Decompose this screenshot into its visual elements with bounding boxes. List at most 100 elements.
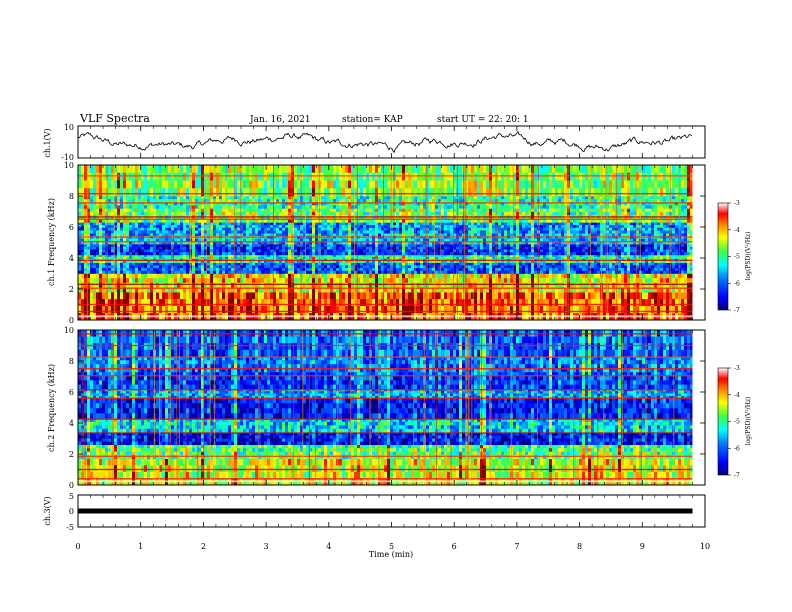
spectrogram-cell [240, 208, 243, 213]
spectrogram-cell [267, 227, 270, 231]
spectrogram-cell [114, 244, 117, 248]
spectrogram-cell [153, 256, 156, 260]
spectrogram-cell [312, 287, 315, 293]
spectrogram-cell [420, 306, 423, 314]
spectrogram-cell [435, 199, 438, 203]
spectrogram-cell [237, 230, 240, 234]
spectrogram-cell [396, 218, 399, 223]
spectrogram-cell [195, 299, 198, 307]
spectrogram-cell [144, 265, 147, 269]
spectrogram-cell [192, 256, 195, 260]
spectrogram-cell [258, 233, 261, 237]
spectrogram-cell [264, 205, 267, 209]
spectrogram-cell [249, 233, 252, 237]
spectrogram-cell [96, 230, 99, 234]
spectrogram-cell [210, 273, 213, 279]
spectrogram-cell [357, 218, 360, 223]
spectrogram-cell [306, 306, 309, 314]
spectrogram-cell [219, 227, 222, 231]
spectrogram-cell [141, 208, 144, 213]
spectrogram-cell [375, 208, 378, 213]
spectrogram-cell [120, 249, 123, 253]
spectrogram-cell [270, 222, 273, 226]
spectrogram-cell [108, 254, 111, 258]
spectrogram-cell [111, 218, 114, 223]
spectrogram-cell [387, 230, 390, 234]
spectrogram-cell [420, 208, 423, 213]
spectrogram-cell [432, 292, 435, 300]
spectrogram-cell [279, 268, 282, 272]
spectrogram-cell [210, 278, 213, 284]
spectrogram-cell [336, 205, 339, 209]
spectrogram-cell [252, 241, 255, 245]
spectrogram-cell [252, 306, 255, 314]
spectrogram-cell [99, 268, 102, 272]
spectrogram-cell [231, 196, 234, 200]
spectrogram-cell [348, 230, 351, 234]
spectrogram-cell [315, 249, 318, 253]
spectrogram-cell [132, 222, 135, 226]
spectrogram-cell [366, 265, 369, 269]
spectrogram-cell [174, 246, 177, 250]
spectrogram-cell [150, 299, 153, 307]
spectrogram-cell [99, 180, 102, 189]
spectrogram-cell [330, 260, 333, 263]
spectrogram-cell [123, 249, 126, 253]
spectrogram-cell [417, 205, 420, 209]
spectrogram-cell [267, 218, 270, 223]
spectrogram-cell [78, 202, 81, 206]
spectrogram-cell [159, 241, 162, 245]
spectrogram-cell [372, 270, 375, 274]
spectrogram-cell [150, 287, 153, 293]
spectrogram-cell [78, 211, 81, 216]
spectrogram-cell [81, 238, 84, 242]
spectrogram-cell [273, 202, 276, 206]
spectrogram-cell [135, 306, 138, 314]
spectrogram-cell [267, 172, 270, 181]
spectrogram-cell [144, 278, 147, 284]
spectrogram-cell [150, 241, 153, 245]
spectrogram-cell [216, 244, 219, 248]
spectrogram-cell [147, 241, 150, 245]
spectrogram-cell [321, 244, 324, 248]
spectrogram-cell [435, 249, 438, 253]
spectrogram-cell [282, 249, 285, 253]
spectrogram-cell [399, 292, 402, 300]
spectrogram-cell [411, 172, 414, 181]
spectrogram-cell [405, 180, 408, 189]
spectrogram-cell [369, 188, 372, 197]
spectrogram-cell [126, 244, 129, 248]
spectrogram-cell [321, 165, 324, 174]
spectrogram-cell [222, 292, 225, 300]
spectrogram-cell [252, 211, 255, 216]
spectrogram-cell [264, 268, 267, 272]
spectrogram-cell [156, 165, 159, 174]
spectrogram-cell [399, 299, 402, 307]
spectrogram-cell [78, 222, 81, 226]
spectrogram-cell [432, 244, 435, 248]
spectrogram-cell [354, 227, 357, 231]
spectrogram-cell [105, 199, 108, 203]
spectrogram-cell [396, 180, 399, 189]
spectrogram-cell [219, 249, 222, 253]
spectrogram-cell [225, 260, 228, 263]
spectrogram-cell [129, 244, 132, 248]
spectrogram-cell [435, 225, 438, 229]
spectrogram-cell [177, 218, 180, 223]
spectrogram-cell [312, 252, 315, 256]
spectrogram-cell [306, 180, 309, 189]
spectrogram-cell [120, 299, 123, 307]
spectrogram-cell [282, 252, 285, 256]
spectrogram-cell [321, 292, 324, 300]
spectrogram-cell [204, 270, 207, 274]
spectrogram-cell [408, 273, 411, 279]
spectrogram-cell [354, 199, 357, 203]
spectrogram-cell [327, 282, 330, 288]
spectrogram-cell [372, 208, 375, 213]
spectrogram-cell [192, 202, 195, 206]
spectrogram-cell [402, 282, 405, 288]
spectrogram-cell [168, 225, 171, 229]
spectrogram-cell [102, 246, 105, 250]
spectrogram-cell [150, 244, 153, 248]
spectrogram-cell [366, 260, 369, 263]
